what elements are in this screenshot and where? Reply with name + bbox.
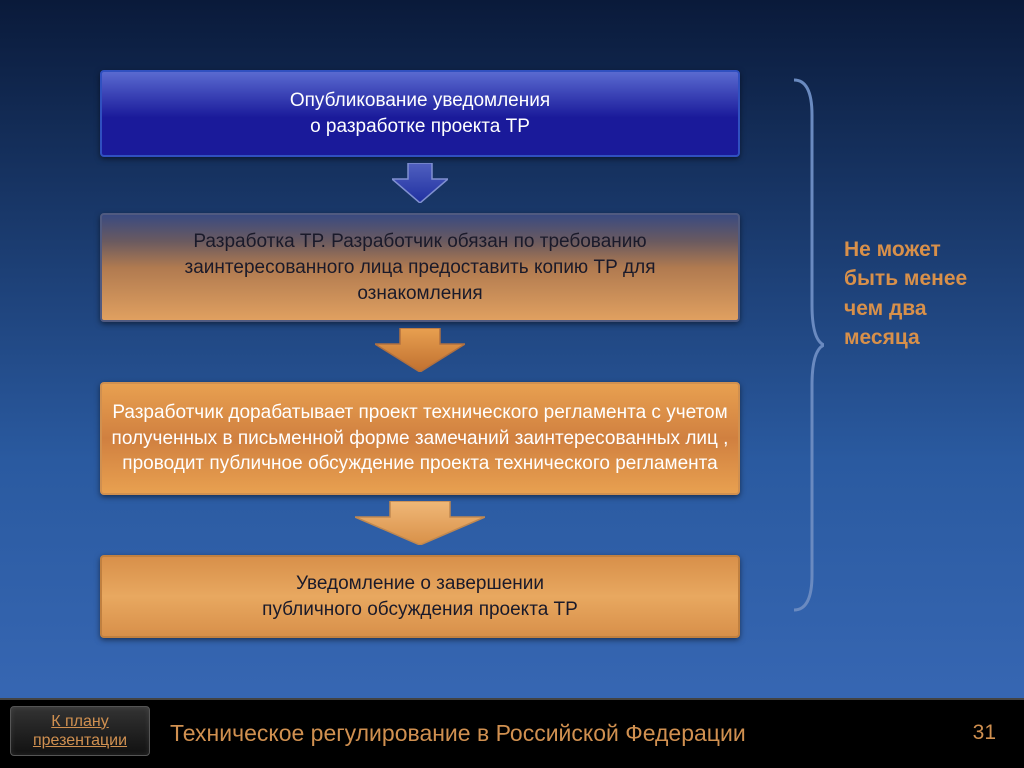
side-note: Не может быть менее чем два месяца [844, 235, 984, 353]
footer-title: Техническое регулирование в Российской Ф… [170, 698, 954, 768]
brace-icon [784, 75, 824, 615]
step-3: Разработчик дорабатывает проект техничес… [100, 382, 740, 495]
plan-link-label: К планупрезентации [33, 712, 127, 750]
down-arrow-icon [355, 501, 485, 545]
step-2-text: Разработка ТР. Разработчик обязан по тре… [185, 231, 656, 303]
arrow-3 [100, 501, 740, 545]
step-1: Опубликование уведомленияо разработке пр… [100, 70, 740, 157]
step-1-text: Опубликование уведомленияо разработке пр… [290, 90, 550, 137]
step-4-text: Уведомление о завершениипубличного обсуж… [262, 573, 578, 620]
step-4: Уведомление о завершениипубличного обсуж… [100, 555, 740, 638]
arrow-1 [100, 163, 740, 203]
flow-column: Опубликование уведомленияо разработке пр… [100, 70, 740, 638]
page-number: 31 [973, 698, 996, 768]
step-2: Разработка ТР. Разработчик обязан по тре… [100, 213, 740, 322]
slide-body: Опубликование уведомленияо разработке пр… [0, 0, 1024, 698]
step-3-text: Разработчик дорабатывает проект техничес… [112, 402, 729, 474]
plan-link-button[interactable]: К планупрезентации [10, 706, 150, 756]
footer-bar: К планупрезентации Техническое регулиров… [0, 698, 1024, 768]
arrow-2 [100, 328, 740, 372]
down-arrow-icon [375, 328, 465, 372]
down-arrow-icon [392, 163, 448, 203]
